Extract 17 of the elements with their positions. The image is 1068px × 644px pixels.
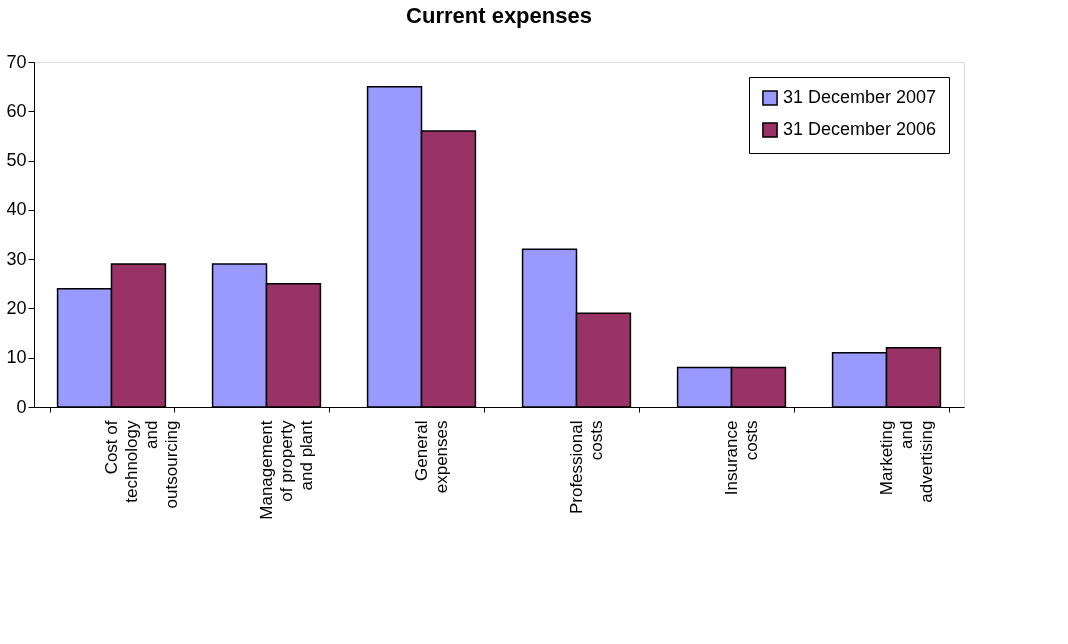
y-tick-label: 20 xyxy=(6,297,27,318)
x-tick-label: General expenses xyxy=(412,420,451,494)
y-tick-label: 0 xyxy=(16,396,27,417)
y-tick-label: 10 xyxy=(6,347,27,368)
x-tick-label: Management of property and plant xyxy=(257,420,316,520)
y-tick-label: 40 xyxy=(6,199,27,220)
legend-label: 31 December 2007 xyxy=(783,87,937,107)
x-tick-label: Cost of technology and outsourcing xyxy=(102,420,181,509)
x-tick-label: Marketing and advertising xyxy=(877,420,936,503)
y-tick-label: 30 xyxy=(6,248,27,269)
y-tick-label: 50 xyxy=(6,150,27,171)
x-tick-label: Professional costs xyxy=(567,420,606,515)
legend-label: 31 December 2006 xyxy=(783,119,937,139)
y-tick-label: 70 xyxy=(6,51,27,72)
y-tick-label: 60 xyxy=(6,100,27,121)
x-tick-label: Insurance costs xyxy=(722,420,761,496)
chart-title: Current expenses xyxy=(406,3,592,28)
